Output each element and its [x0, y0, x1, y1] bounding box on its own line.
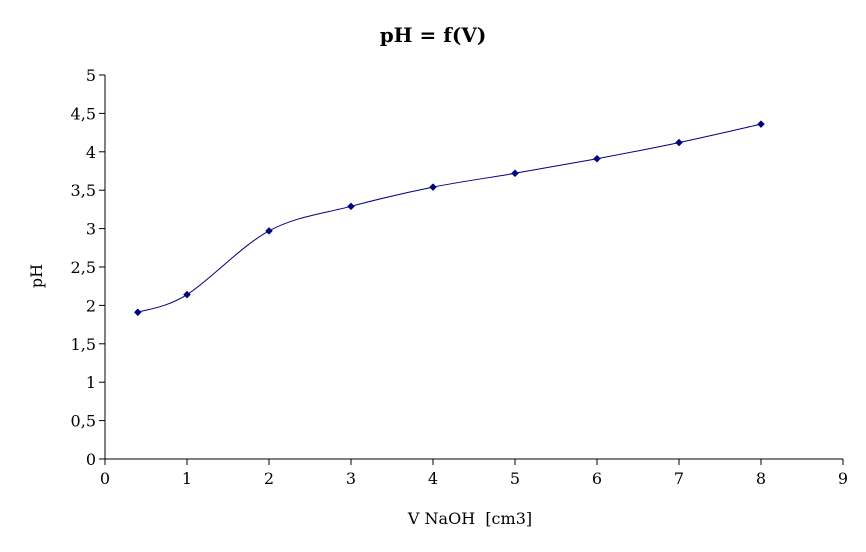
series-layer	[133, 120, 765, 317]
x-tick-label: 3	[346, 469, 356, 488]
y-tick-label: 4,5	[71, 104, 96, 123]
data-point-marker	[347, 202, 355, 211]
x-tick-label: 9	[838, 469, 848, 488]
y-tick-label: 1	[86, 373, 96, 392]
data-point-marker	[183, 290, 191, 299]
y-tick-label: 5	[86, 66, 96, 85]
data-point-marker	[429, 183, 437, 191]
data-point-marker	[133, 308, 142, 317]
y-tick-label: 0,5	[71, 412, 96, 431]
y-axis-label: pH	[27, 264, 46, 288]
y-tick-label: 2	[86, 296, 96, 315]
y-tick-label: 3,5	[71, 181, 96, 200]
data-point-marker	[593, 154, 601, 163]
series-line	[137, 123, 762, 313]
data-point-marker	[265, 227, 273, 235]
y-tick-label: 4	[86, 143, 96, 162]
y-tick-label: 1,5	[71, 335, 96, 354]
x-tick-label: 7	[674, 469, 684, 488]
x-tick-label: 6	[592, 469, 602, 488]
y-tick-label: 2,5	[71, 258, 96, 277]
x-axis-label: V NaOH [cm3]	[407, 509, 532, 528]
x-axis-ticks: 0 1 2 3 4 5 6 7 8 9	[100, 459, 848, 488]
data-point-marker	[511, 169, 519, 178]
x-tick-label: 8	[756, 469, 766, 488]
y-axis-ticks: 0 0,5 1 1,5 2 2,5 3 3,5 4 4,5 5	[71, 66, 105, 469]
x-tick-label: 4	[428, 469, 438, 488]
chart-title: pH = f(V)	[380, 23, 487, 47]
x-tick-label: 1	[182, 469, 192, 488]
data-point-marker	[675, 138, 683, 147]
x-tick-label: 0	[100, 469, 110, 488]
x-tick-label: 5	[510, 469, 520, 488]
data-point-marker	[757, 120, 765, 129]
y-tick-label: 0	[86, 450, 96, 469]
x-tick-label: 2	[264, 469, 274, 488]
y-tick-label: 3	[86, 220, 96, 239]
